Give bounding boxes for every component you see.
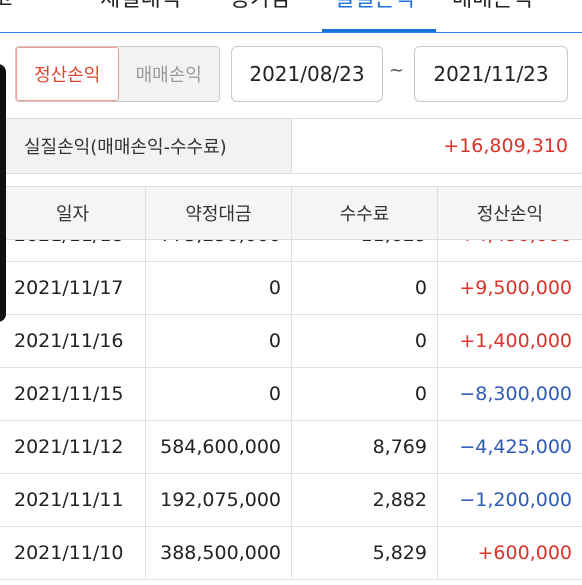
active-tab-indicator	[322, 29, 436, 32]
table-rows: 2021/11/18773,250,00011,629+4,450,000202…	[0, 240, 582, 580]
row-pnl: −4,425,000	[459, 436, 572, 458]
table-row[interactable]: 2021/11/16 0 0 +1,400,000	[0, 315, 582, 368]
row-date: 2021/11/10	[0, 527, 146, 579]
row-fee: 0	[292, 315, 438, 367]
settlement-pnl-button[interactable]: 정산손익	[16, 47, 119, 101]
row-fee: 11,629	[292, 240, 438, 261]
tab-bar: 잔고 체결내역 종가감 일별손익 매매손익	[0, 0, 582, 32]
table-row[interactable]: 2021/11/18773,250,00011,629+4,450,000	[0, 240, 582, 262]
table-row[interactable]: 2021/11/10 388,500,000 5,829 +600,000	[0, 527, 582, 580]
row-fee: 8,769	[292, 421, 438, 473]
row-amount: 773,250,000	[146, 240, 292, 261]
table-row[interactable]: 2021/11/17 0 0 +9,500,000	[0, 262, 582, 315]
row-pnl: −8,300,000	[459, 383, 572, 405]
header-pnl: 정산손익	[476, 204, 544, 225]
header-date: 일자	[0, 187, 146, 239]
row-amount: 0	[146, 368, 292, 420]
tab-closing[interactable]: 종가감	[230, 0, 291, 32]
row-amount: 584,600,000	[146, 421, 292, 473]
row-fee: 0	[292, 368, 438, 420]
row-amount: 0	[146, 315, 292, 367]
row-fee: 2,882	[292, 474, 438, 526]
date-range-separator: ~	[389, 60, 405, 81]
row-amount: 192,075,000	[146, 474, 292, 526]
row-fee: 0	[292, 262, 438, 314]
table-row[interactable]: 2021/11/12 584,600,000 8,769 −4,425,000	[0, 421, 582, 474]
tab-balance[interactable]: 잔고	[0, 0, 12, 32]
table-row[interactable]: 2021/11/15 0 0 −8,300,000	[0, 368, 582, 421]
row-date: 2021/11/11	[0, 474, 146, 526]
row-pnl: −1,200,000	[459, 489, 572, 511]
header-amount: 약정대금	[146, 187, 292, 239]
trade-pnl-button[interactable]: 매매손익	[118, 47, 219, 101]
row-date: 2021/11/15	[0, 368, 146, 420]
table-row[interactable]: 2021/11/11 192,075,000 2,882 −1,200,000	[0, 474, 582, 527]
row-fee: 5,829	[292, 527, 438, 579]
row-pnl: +9,500,000	[459, 277, 572, 299]
row-date: 2021/11/17	[0, 262, 146, 314]
tab-trade-pnl[interactable]: 매매손익	[452, 0, 533, 32]
tab-executions[interactable]: 체결내역	[100, 0, 181, 32]
row-date: 2021/11/18	[0, 240, 146, 261]
table-body[interactable]: 2021/11/18773,250,00011,629+4,450,000202…	[0, 240, 582, 585]
row-pnl: +4,450,000	[438, 240, 582, 261]
row-amount: 388,500,000	[146, 527, 292, 579]
row-date: 2021/11/12	[0, 421, 146, 473]
summary-label: 실질손익(매매손익-수수료)	[0, 119, 292, 173]
tab-daily-pnl[interactable]: 일별손익	[334, 0, 415, 32]
table-header: 일자 약정대금 수수료 정산손익	[0, 186, 582, 240]
end-date-field[interactable]: 2021/11/23	[414, 46, 568, 102]
side-drag-handle[interactable]	[0, 64, 6, 322]
row-amount: 0	[146, 262, 292, 314]
start-date-field[interactable]: 2021/08/23	[231, 46, 383, 102]
row-date: 2021/11/16	[0, 315, 146, 367]
summary-row: 실질손익(매매손익-수수료) +16,809,310	[0, 118, 582, 174]
pnl-type-segment: 정산손익 매매손익	[15, 46, 220, 102]
summary-value: +16,809,310	[443, 135, 568, 157]
header-fee: 수수료	[292, 187, 438, 239]
row-pnl: +1,400,000	[459, 330, 572, 352]
row-pnl: +600,000	[477, 542, 573, 564]
tab-divider	[0, 32, 582, 33]
